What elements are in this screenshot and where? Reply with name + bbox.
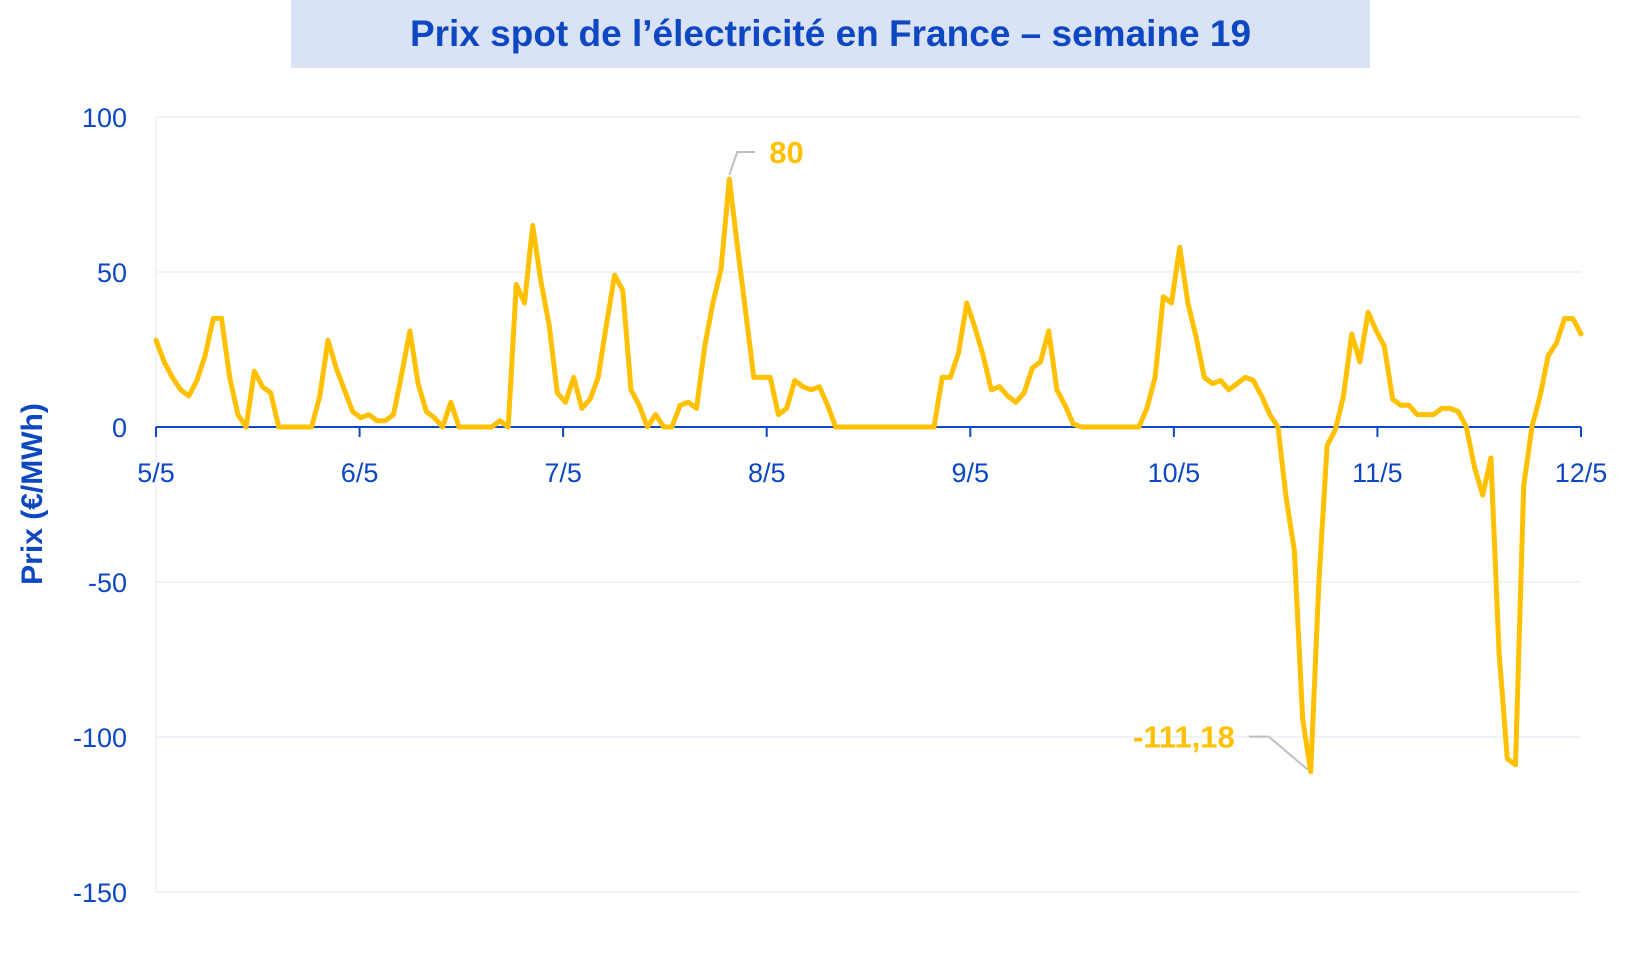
data-label-max: 80 (769, 135, 803, 170)
y-tick-label: 100 (82, 103, 127, 133)
x-tick-label: 9/5 (952, 458, 990, 488)
data-label-min: -111,18 (1133, 720, 1235, 755)
y-tick-label: -50 (88, 568, 127, 598)
leader-line (1248, 735, 1309, 771)
x-tick-label: 5/5 (137, 458, 175, 488)
leader-line (728, 151, 756, 176)
y-tick-label: 50 (97, 258, 127, 288)
x-tick-label: 12/5 (1555, 458, 1608, 488)
chart-title: Prix spot de l’électricité en France – s… (409, 13, 1252, 54)
y-tick-label: -100 (73, 723, 127, 753)
x-tick-label: 7/5 (544, 458, 582, 488)
x-tick-label: 11/5 (1352, 458, 1403, 488)
y-tick-label: -150 (73, 878, 127, 908)
x-tick-label: 8/5 (748, 458, 786, 488)
y-tick-label: 0 (112, 413, 127, 443)
y-axis-label: Prix (€/MWh) (16, 403, 49, 585)
series-line (153, 176, 1584, 775)
x-tick-label: 10/5 (1148, 458, 1201, 488)
x-tick-label: 6/5 (341, 458, 379, 488)
chart-title-box: Prix spot de l’électricité en France – s… (291, 0, 1370, 68)
